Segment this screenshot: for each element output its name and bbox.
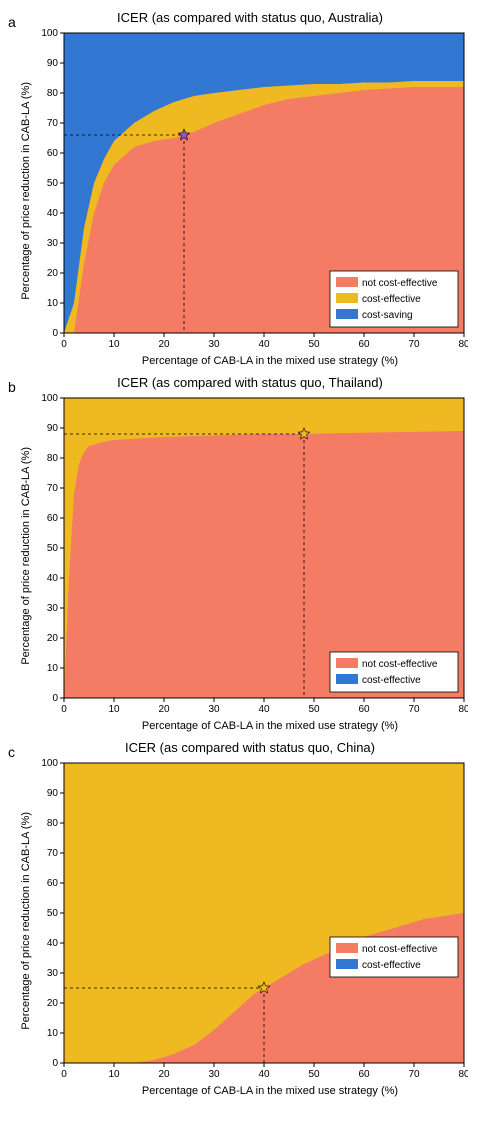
x-tick-label: 30 [208, 339, 220, 350]
y-tick-label: 40 [47, 208, 59, 219]
chart-svg: 0 10 20 30 40 50 60 70 80 0 10 20 30 40 50 60 70 80 90 100 n… [34, 29, 468, 353]
panel-c: cICER (as compared with status quo, Chin… [0, 740, 500, 1097]
x-tick-label: 50 [308, 339, 320, 350]
x-tick-label: 20 [158, 1069, 170, 1080]
x-tick-label: 70 [408, 1069, 420, 1080]
y-tick-label: 40 [47, 573, 59, 584]
y-tick-label: 40 [47, 938, 59, 949]
y-tick-label: 30 [47, 603, 59, 614]
y-tick-label: 30 [47, 238, 59, 249]
x-tick-label: 10 [108, 1069, 120, 1080]
x-tick-label: 30 [208, 1069, 220, 1080]
x-tick-label: 80 [458, 1069, 468, 1080]
y-tick-label: 10 [47, 298, 59, 309]
legend-swatch [336, 309, 358, 319]
legend-label: cost-saving [362, 310, 413, 321]
x-tick-label: 40 [258, 1069, 270, 1080]
x-tick-label: 60 [358, 339, 370, 350]
figure: aICER (as compared with status quo, Aust… [0, 10, 500, 1097]
x-tick-label: 0 [61, 704, 67, 715]
x-axis-label: Percentage of CAB-LA in the mixed use st… [40, 720, 500, 732]
y-tick-label: 20 [47, 633, 59, 644]
x-tick-label: 0 [61, 1069, 67, 1080]
legend-swatch [336, 943, 358, 953]
y-tick-label: 100 [41, 394, 58, 404]
legend: not cost-effective cost-effective [330, 937, 458, 977]
x-tick-label: 10 [108, 704, 120, 715]
x-tick-label: 40 [258, 339, 270, 350]
legend-label: not cost-effective [362, 659, 438, 670]
x-tick-label: 80 [458, 704, 468, 715]
y-tick-label: 70 [47, 483, 59, 494]
y-tick-label: 10 [47, 1028, 59, 1039]
x-tick-label: 60 [358, 1069, 370, 1080]
y-tick-label: 20 [47, 998, 59, 1009]
y-tick-label: 50 [47, 178, 59, 189]
y-tick-label: 10 [47, 663, 59, 674]
x-tick-label: 30 [208, 704, 220, 715]
y-axis-label: Percentage of price reduction in CAB-LA … [20, 82, 32, 300]
legend-swatch [336, 277, 358, 287]
panel-a: aICER (as compared with status quo, Aust… [0, 10, 500, 367]
legend-label: cost-effective [362, 960, 421, 971]
x-tick-label: 80 [458, 339, 468, 350]
legend-label: cost-effective [362, 294, 421, 305]
y-tick-label: 30 [47, 968, 59, 979]
legend-swatch [336, 658, 358, 668]
y-tick-label: 80 [47, 88, 59, 99]
x-tick-label: 20 [158, 704, 170, 715]
x-tick-label: 40 [258, 704, 270, 715]
x-tick-label: 70 [408, 339, 420, 350]
y-tick-label: 0 [52, 1058, 58, 1069]
x-tick-label: 20 [158, 339, 170, 350]
x-axis-label: Percentage of CAB-LA in the mixed use st… [40, 355, 500, 367]
y-tick-label: 20 [47, 268, 59, 279]
legend-swatch [336, 674, 358, 684]
y-tick-label: 90 [47, 788, 59, 799]
x-axis-label: Percentage of CAB-LA in the mixed use st… [40, 1085, 500, 1097]
chart-svg: 0 10 20 30 40 50 60 70 80 0 10 20 30 40 50 60 70 80 90 100 n… [34, 394, 468, 718]
x-tick-label: 10 [108, 339, 120, 350]
legend-swatch [336, 959, 358, 969]
y-tick-label: 80 [47, 818, 59, 829]
legend-label: not cost-effective [362, 944, 438, 955]
y-axis-label: Percentage of price reduction in CAB-LA … [20, 812, 32, 1030]
y-tick-label: 60 [47, 878, 59, 889]
panel-b: bICER (as compared with status quo, Thai… [0, 375, 500, 732]
panel-letter: b [8, 379, 16, 395]
y-tick-label: 70 [47, 118, 59, 129]
legend-label: cost-effective [362, 675, 421, 686]
panel-letter: c [8, 744, 15, 760]
y-tick-label: 60 [47, 513, 59, 524]
chart-title: ICER (as compared with status quo, China… [0, 740, 500, 755]
x-tick-label: 70 [408, 704, 420, 715]
legend: not cost-effective cost-effective [330, 652, 458, 692]
y-tick-label: 90 [47, 423, 59, 434]
y-tick-label: 90 [47, 58, 59, 69]
legend-swatch [336, 293, 358, 303]
y-tick-label: 0 [52, 328, 58, 339]
y-tick-label: 0 [52, 693, 58, 704]
y-tick-label: 50 [47, 543, 59, 554]
y-tick-label: 80 [47, 453, 59, 464]
y-tick-label: 50 [47, 908, 59, 919]
legend: not cost-effective cost-effective cost-sav… [330, 271, 458, 327]
chart-svg: 0 10 20 30 40 50 60 70 80 0 10 20 30 40 50 60 70 80 90 100 n… [34, 759, 468, 1083]
y-axis-label: Percentage of price reduction in CAB-LA … [20, 447, 32, 665]
chart-title: ICER (as compared with status quo, Thail… [0, 375, 500, 390]
chart-title: ICER (as compared with status quo, Austr… [0, 10, 500, 25]
panel-letter: a [8, 14, 16, 30]
y-tick-label: 100 [41, 29, 58, 39]
legend-label: not cost-effective [362, 278, 438, 289]
y-tick-label: 60 [47, 148, 59, 159]
y-tick-label: 100 [41, 759, 58, 769]
x-tick-label: 60 [358, 704, 370, 715]
y-tick-label: 70 [47, 848, 59, 859]
x-tick-label: 0 [61, 339, 67, 350]
x-tick-label: 50 [308, 1069, 320, 1080]
x-tick-label: 50 [308, 704, 320, 715]
